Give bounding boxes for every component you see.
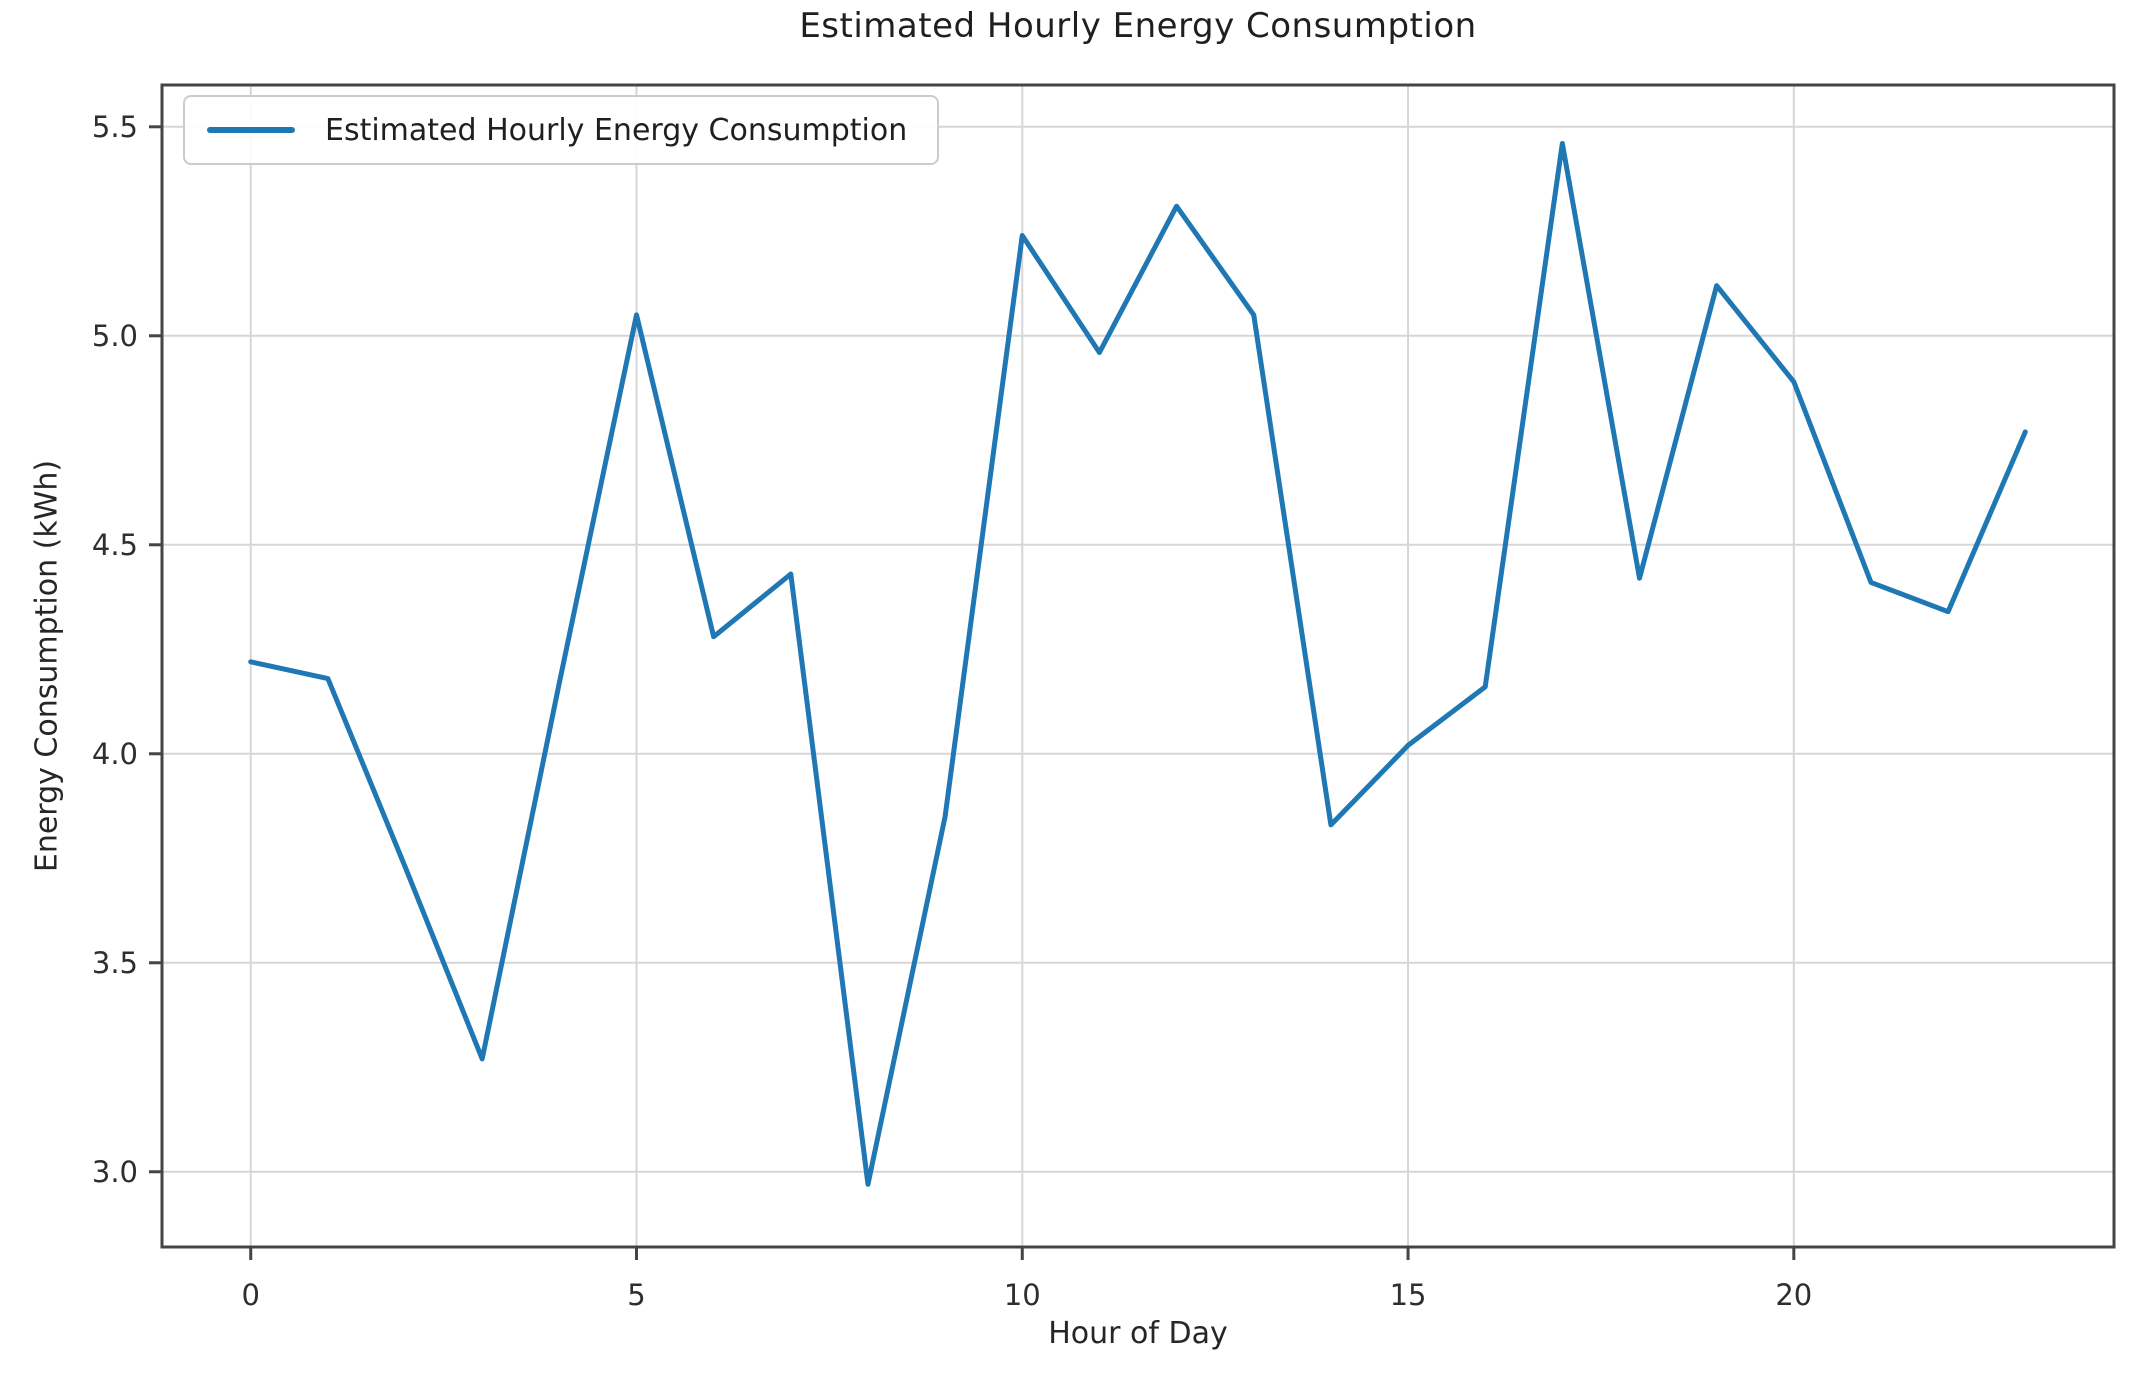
- y-tick-label: 5.5: [92, 110, 138, 144]
- y-tick-label: 3.0: [92, 1155, 138, 1189]
- x-ticks: 0 5 10 15 20: [242, 1247, 1812, 1312]
- legend-label: Estimated Hourly Energy Consumption: [325, 112, 908, 148]
- x-gridlines: [249, 85, 1795, 1247]
- y-tick-label: 3.5: [92, 946, 138, 980]
- x-tick-label: 10: [1004, 1278, 1041, 1312]
- y-tick-label: 4.0: [92, 737, 138, 771]
- y-tick-label: 5.0: [92, 319, 138, 353]
- axes-spines: [160, 83, 2116, 1249]
- data-line: [248, 141, 2028, 1187]
- x-tick-label: 20: [1775, 1278, 1812, 1312]
- y-axis-label: Energy Consumption (kWh): [29, 459, 65, 873]
- x-tick-label: 5: [627, 1278, 645, 1312]
- y-ticks: 3.0 3.5 4.0 4.5 5.0 5.5: [92, 110, 162, 1189]
- legend: Estimated Hourly Energy Consumption: [183, 95, 940, 165]
- x-tick-label: 15: [1390, 1278, 1427, 1312]
- x-axis-label: Hour of Day: [1048, 1316, 1228, 1351]
- chart-title: Estimated Hourly Energy Consumption: [799, 6, 1477, 46]
- x-tick-label: 0: [242, 1278, 260, 1312]
- y-tick-label: 4.5: [92, 528, 138, 562]
- legend-line-sample: [207, 127, 295, 133]
